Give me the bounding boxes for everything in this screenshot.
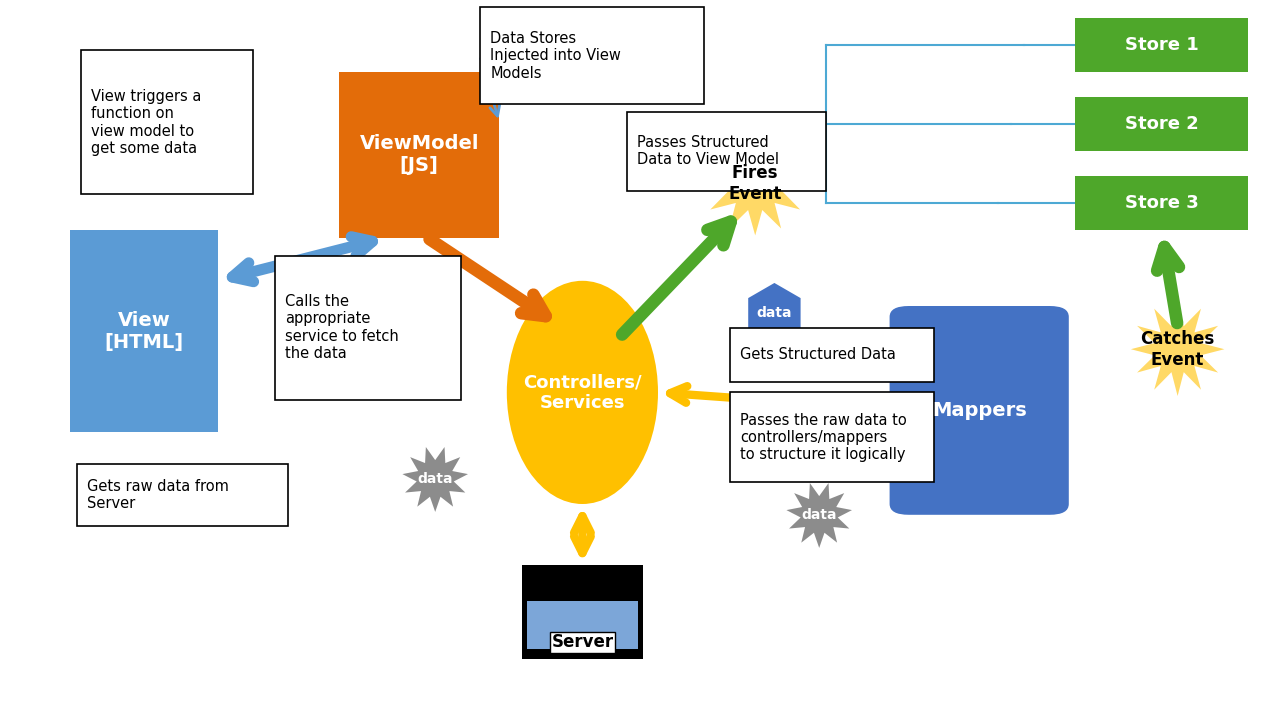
Text: ViewModel
[JS]: ViewModel [JS] xyxy=(360,135,479,175)
Text: Catches
Event: Catches Event xyxy=(1140,330,1215,369)
Text: Store 2: Store 2 xyxy=(1125,115,1198,133)
FancyBboxPatch shape xyxy=(480,7,704,104)
Text: Mappers: Mappers xyxy=(932,401,1027,420)
Polygon shape xyxy=(1130,302,1225,396)
Text: Passes Structured
Data to View Model: Passes Structured Data to View Model xyxy=(637,135,780,168)
FancyBboxPatch shape xyxy=(1075,176,1248,230)
FancyBboxPatch shape xyxy=(522,565,644,659)
Polygon shape xyxy=(402,447,468,512)
FancyBboxPatch shape xyxy=(275,256,461,400)
Text: Controllers/
Services: Controllers/ Services xyxy=(524,373,641,412)
FancyBboxPatch shape xyxy=(730,328,934,382)
Text: View
[HTML]: View [HTML] xyxy=(105,311,183,351)
Text: data: data xyxy=(801,508,837,522)
Text: Passes the raw data to
controllers/mappers
to structure it logically: Passes the raw data to controllers/mappe… xyxy=(740,413,906,462)
FancyBboxPatch shape xyxy=(1075,97,1248,151)
Text: Gets raw data from
Server: Gets raw data from Server xyxy=(87,479,229,511)
Polygon shape xyxy=(749,283,800,343)
Polygon shape xyxy=(786,483,852,548)
Ellipse shape xyxy=(507,281,658,504)
Text: Fires
Event: Fires Event xyxy=(728,164,782,203)
FancyBboxPatch shape xyxy=(70,230,218,432)
FancyBboxPatch shape xyxy=(339,72,499,238)
Text: Server: Server xyxy=(552,634,613,652)
Text: View triggers a
function on
view model to
get some data: View triggers a function on view model t… xyxy=(91,89,201,156)
Text: data: data xyxy=(756,306,792,320)
FancyBboxPatch shape xyxy=(890,306,1069,515)
Text: Calls the
appropriate
service to fetch
the data: Calls the appropriate service to fetch t… xyxy=(285,294,399,361)
FancyBboxPatch shape xyxy=(77,464,288,526)
FancyBboxPatch shape xyxy=(1075,18,1248,72)
Text: Data Stores
Injected into View
Models: Data Stores Injected into View Models xyxy=(490,31,621,81)
Text: Store 1: Store 1 xyxy=(1125,36,1198,54)
Polygon shape xyxy=(704,132,808,235)
FancyBboxPatch shape xyxy=(527,600,639,649)
Text: data: data xyxy=(417,472,453,486)
Text: Store 3: Store 3 xyxy=(1125,194,1198,212)
FancyBboxPatch shape xyxy=(730,392,934,482)
Text: Gets Structured Data: Gets Structured Data xyxy=(740,347,896,362)
FancyBboxPatch shape xyxy=(627,112,826,191)
FancyBboxPatch shape xyxy=(81,50,253,194)
